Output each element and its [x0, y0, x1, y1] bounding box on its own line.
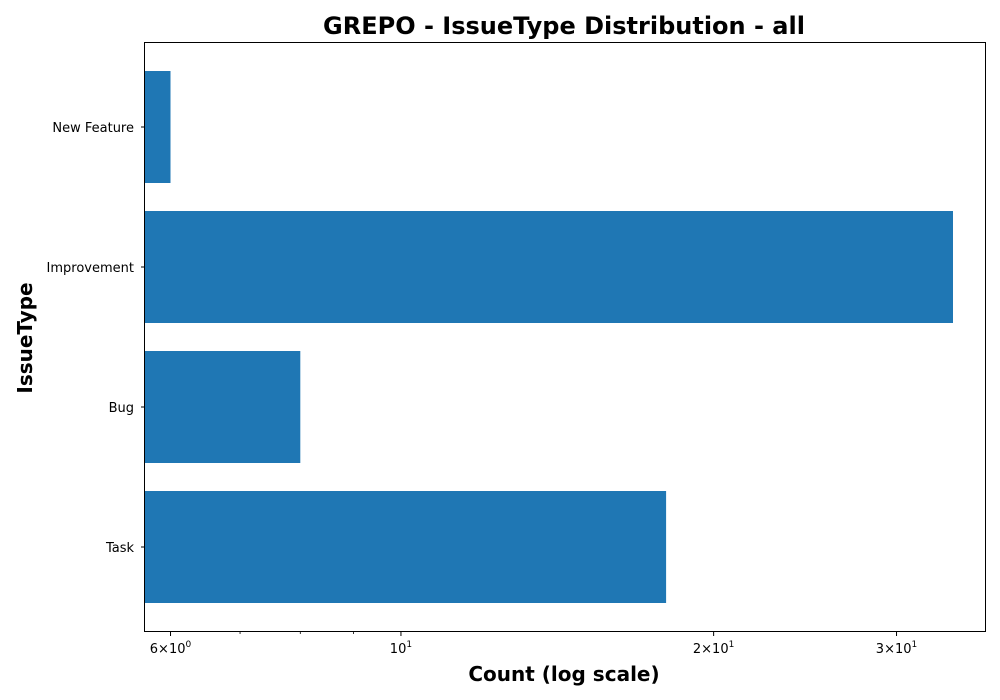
y-tick-label: New Feature	[52, 121, 134, 136]
ticks-layer: New Feature Improvement Bug Task 6×100 101 2×1…	[47, 121, 918, 657]
bar-bug	[145, 351, 301, 463]
y-axis-title: IssueType	[13, 282, 37, 393]
y-tick-label: Bug	[109, 401, 134, 416]
bar-improvement	[145, 211, 953, 323]
chart-title: GREPO - IssueType Distribution - all	[323, 12, 805, 40]
bar-task	[145, 491, 667, 603]
x-tick-label: 6×100	[150, 640, 192, 657]
x-tick-label: 101	[390, 640, 412, 657]
x-tick-label: 3×101	[876, 640, 917, 657]
y-tick-label: Task	[105, 541, 135, 556]
x-axis-title: Count (log scale)	[468, 662, 659, 686]
bar-new-feature	[145, 71, 171, 183]
plot-frame	[144, 42, 986, 632]
x-tick-label: 2×101	[693, 640, 734, 657]
bars-layer	[145, 71, 953, 603]
y-tick-label: Improvement	[47, 261, 134, 276]
